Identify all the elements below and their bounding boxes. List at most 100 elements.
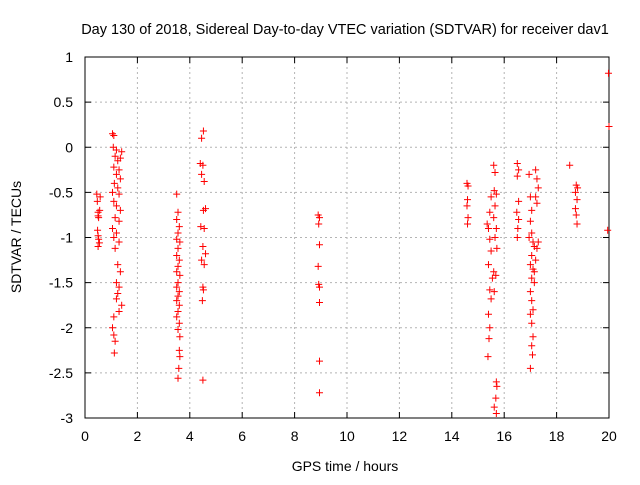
data-point xyxy=(109,130,117,138)
data-point xyxy=(534,238,542,246)
data-point xyxy=(112,170,120,178)
data-point xyxy=(175,364,183,372)
data-point xyxy=(530,268,538,276)
data-point xyxy=(528,206,536,214)
data-point xyxy=(199,376,207,384)
x-tick-label: 16 xyxy=(496,428,512,444)
data-point xyxy=(112,295,120,303)
x-tick-label: 14 xyxy=(444,428,460,444)
data-point xyxy=(574,184,582,192)
data-point xyxy=(604,69,612,77)
data-point xyxy=(526,310,534,318)
data-point xyxy=(528,252,536,260)
data-point xyxy=(490,288,498,296)
data-point xyxy=(116,175,124,183)
data-point xyxy=(314,262,322,270)
data-point xyxy=(176,238,184,246)
data-point xyxy=(114,261,122,269)
data-point xyxy=(96,193,104,201)
data-point xyxy=(95,235,103,243)
data-point xyxy=(486,286,494,294)
data-point xyxy=(571,188,579,196)
data-point xyxy=(176,353,184,361)
data-point xyxy=(315,283,323,291)
data-point xyxy=(464,220,472,228)
data-point xyxy=(198,297,206,305)
data-point xyxy=(528,351,536,359)
data-point xyxy=(174,308,182,316)
data-point xyxy=(110,163,118,171)
data-point xyxy=(114,289,122,297)
data-point xyxy=(112,146,120,154)
data-point xyxy=(315,357,323,365)
data-point xyxy=(604,226,612,234)
data-point xyxy=(490,214,498,222)
data-point xyxy=(175,301,183,309)
data-point xyxy=(95,239,103,247)
data-point xyxy=(530,279,538,287)
data-point xyxy=(118,301,126,309)
data-point xyxy=(111,244,119,252)
data-point xyxy=(175,346,183,354)
data-point xyxy=(116,206,124,214)
y-tick-label: -3 xyxy=(61,410,74,426)
data-point xyxy=(566,161,574,169)
data-point xyxy=(109,324,117,332)
data-point xyxy=(115,190,123,198)
data-point xyxy=(525,234,533,241)
data-point xyxy=(111,337,119,345)
data-point xyxy=(492,224,500,232)
data-point xyxy=(490,187,498,195)
data-point xyxy=(490,403,498,411)
data-point xyxy=(491,169,499,177)
data-point xyxy=(198,256,206,264)
data-point xyxy=(94,212,102,220)
data-point xyxy=(110,197,118,205)
data-point xyxy=(532,166,540,174)
data-point xyxy=(513,234,521,241)
data-point xyxy=(463,202,471,210)
data-point xyxy=(533,175,541,183)
data-point xyxy=(112,229,120,237)
data-point xyxy=(526,364,534,372)
data-point xyxy=(513,208,521,216)
plot-frame xyxy=(84,56,610,419)
data-point xyxy=(174,326,182,334)
data-point xyxy=(487,193,495,201)
data-point xyxy=(109,188,117,196)
data-point xyxy=(464,196,472,204)
data-point xyxy=(484,310,492,318)
data-point xyxy=(199,127,207,135)
data-point xyxy=(573,220,581,228)
x-tick-label: 12 xyxy=(392,428,408,444)
data-point xyxy=(198,170,206,178)
data-point xyxy=(571,205,579,213)
x-tick-label: 6 xyxy=(238,428,246,444)
data-point xyxy=(515,166,523,174)
data-point xyxy=(528,229,536,237)
data-point xyxy=(200,178,208,186)
data-point xyxy=(200,261,208,269)
data-point xyxy=(173,215,181,223)
data-point xyxy=(95,214,103,222)
data-point xyxy=(174,208,182,216)
data-point xyxy=(491,234,499,241)
data-point xyxy=(202,250,210,258)
data-point xyxy=(484,353,492,361)
data-point xyxy=(526,288,534,296)
data-point xyxy=(116,154,124,162)
data-point xyxy=(533,244,541,252)
data-point xyxy=(490,161,498,169)
data-point xyxy=(526,261,534,269)
data-point xyxy=(176,333,184,341)
data-point xyxy=(173,313,181,321)
data-point xyxy=(513,172,521,180)
data-point xyxy=(115,238,123,246)
data-point xyxy=(94,232,102,240)
data-point xyxy=(525,170,533,178)
y-tick-label: 0.5 xyxy=(54,94,74,110)
data-point xyxy=(174,262,182,270)
data-point xyxy=(528,274,536,282)
data-point xyxy=(94,243,102,251)
data-point xyxy=(175,223,183,231)
